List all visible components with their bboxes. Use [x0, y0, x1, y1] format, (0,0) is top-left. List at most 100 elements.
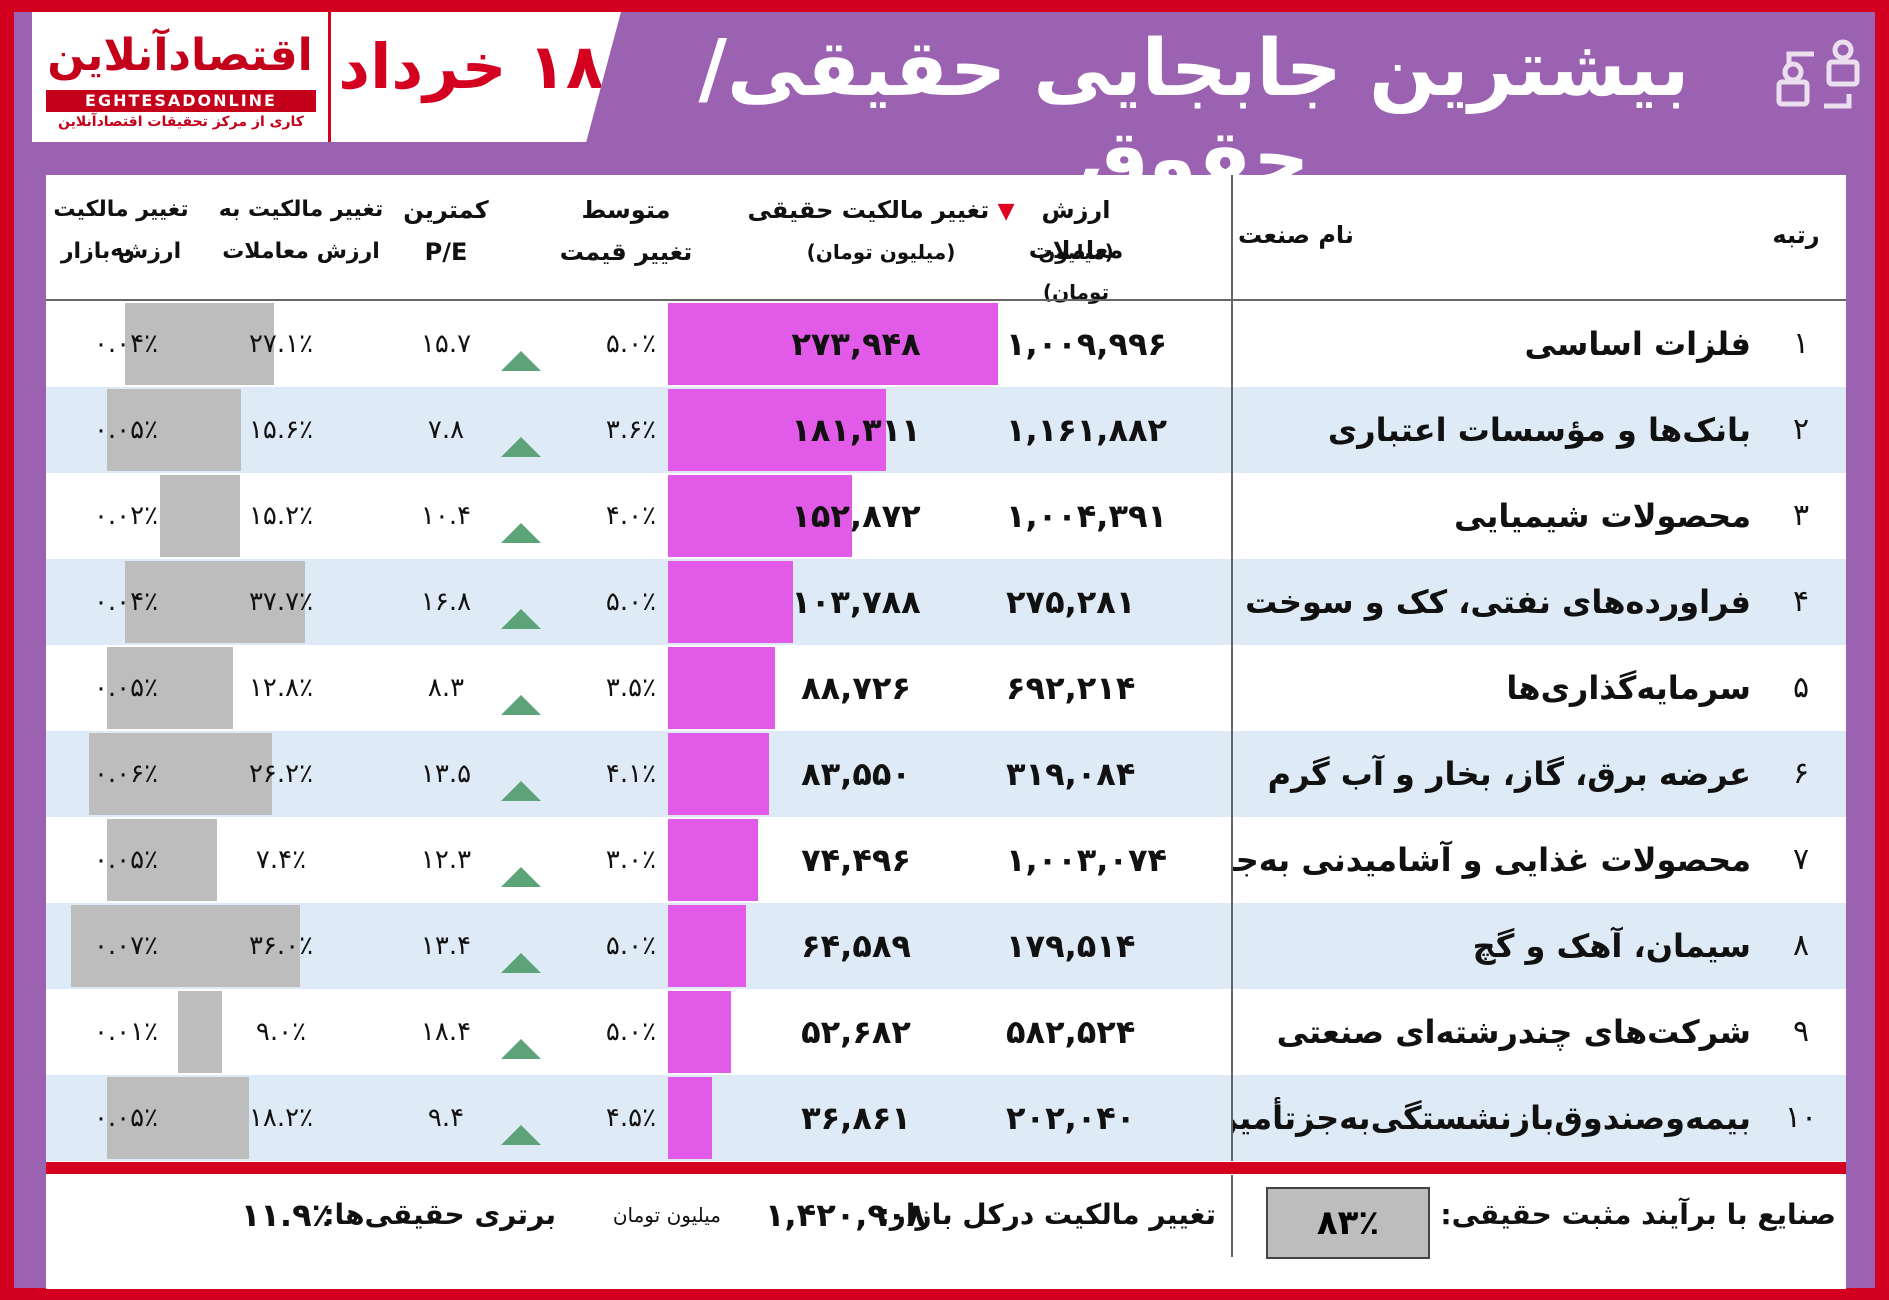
real-change-bar [668, 561, 793, 643]
row-rank: ۷ [1792, 842, 1810, 877]
col-own-market: تغییر مالکیت به [53, 197, 189, 262]
own-trade-bar [196, 1077, 249, 1159]
real-change-bar [668, 905, 746, 987]
col-avg-price: متوسط [581, 196, 671, 224]
row-own-market: ۰.۰۴٪ [93, 587, 159, 617]
row-pe: ۱۳.۴ [420, 931, 472, 961]
own-market-bar [107, 389, 196, 471]
own-trade-bar [196, 991, 222, 1073]
row-pe: ۱۰.۴ [420, 501, 472, 531]
row-industry-name: بیمه‌وصندوق‌بازنشستگی‌به‌جزتأمین‌اجتماعی [1231, 1099, 1751, 1137]
row-price-change: ۵.۰٪ [605, 329, 657, 359]
own-market-bar [89, 733, 196, 815]
table-row: ۱۰ بیمه‌وصندوق‌بازنشستگی‌به‌جزتأمین‌اجتم… [46, 1075, 1846, 1161]
row-industry-name: بانک‌ها و مؤسسات اعتباری [1327, 411, 1751, 449]
row-price-change: ۵.۰٪ [605, 1017, 657, 1047]
row-own-market: ۰.۰۵٪ [93, 673, 159, 703]
col-pe: کمترین [403, 196, 489, 224]
superiority-value: ۱۱.۹٪ [240, 1196, 332, 1234]
col-own-trade-2: ارزش معاملات [222, 239, 380, 264]
col-own-trade: تغییر مالکیت به [218, 197, 384, 222]
header-divider [46, 299, 1846, 301]
up-arrow-icon [501, 695, 541, 715]
own-market-bar [178, 991, 196, 1073]
row-real-change: ۱۸۱,۳۱۱ [791, 411, 921, 449]
row-real-change: ۸۸,۷۲۶ [801, 669, 911, 707]
row-pe: ۹.۴ [427, 1103, 465, 1133]
row-own-market: ۰.۰۷٪ [93, 931, 159, 961]
row-price-change: ۳.۶٪ [605, 415, 657, 445]
row-pe: ۱۸.۴ [420, 1017, 472, 1047]
row-price-change: ۳.۵٪ [605, 673, 657, 703]
real-change-bar [668, 303, 998, 385]
row-own-trade: ۹.۰٪ [255, 1017, 307, 1047]
row-trade-value: ۱۷۹,۵۱۴ [1006, 927, 1136, 965]
row-own-trade: ۱۸.۲٪ [248, 1103, 314, 1133]
up-arrow-icon [501, 437, 541, 457]
row-own-trade: ۳۷.۷٪ [248, 587, 314, 617]
row-pe: ۱۵.۷ [420, 329, 472, 359]
up-arrow-icon [501, 609, 541, 629]
row-rank: ۸ [1792, 928, 1810, 963]
row-rank: ۹ [1792, 1014, 1810, 1049]
row-price-change: ۴.۰٪ [605, 501, 657, 531]
date-text: ۱۸ خرداد [338, 30, 604, 103]
up-arrow-icon [501, 351, 541, 371]
table-row: ۴ فراورده‌های نفتی، کک و سوخت هسته‌ای ۲۷… [46, 559, 1846, 645]
real-change-bar [668, 475, 852, 557]
row-industry-name: محصولات غذایی و آشامیدنی به‌جز قند و شکر [1231, 841, 1751, 879]
own-market-bar [107, 1077, 196, 1159]
table-row: ۲ بانک‌ها و مؤسسات اعتباری ۱,۱۶۱,۸۸۲ ۱۸۱… [46, 387, 1846, 473]
table-row: ۳ محصولات شیمیایی ۱,۰۰۴,۳۹۱ ۱۵۲,۸۷۲ ۴.۰٪… [46, 473, 1846, 559]
superiority-label: برتری حقیقی‌ها: [323, 1198, 556, 1231]
logo: اقتصادآنلاین EGHTESADONLINE کاری از مرکز… [32, 12, 331, 142]
row-rank: ۲ [1792, 412, 1810, 447]
row-trade-value: ۲۷۵,۲۸۱ [1006, 583, 1136, 621]
own-market-bar [125, 561, 196, 643]
col-trade-value: ارزش معاملات [1028, 196, 1124, 264]
sort-desc-icon: ▼ [997, 199, 1015, 224]
row-real-change: ۷۴,۴۹۶ [801, 841, 911, 879]
own-trade-bar [196, 905, 300, 987]
row-own-trade: ۳۶.۰٪ [248, 931, 314, 961]
up-arrow-icon [501, 523, 541, 543]
row-own-trade: ۲۶.۲٪ [248, 759, 314, 789]
row-real-change: ۱۵۲,۸۷۲ [791, 497, 921, 535]
footer-vline [1231, 1175, 1233, 1257]
col-name: نام صنعت [1238, 221, 1354, 249]
up-arrow-icon [501, 1039, 541, 1059]
up-arrow-icon [501, 953, 541, 973]
row-rank: ۳ [1792, 498, 1810, 533]
row-rank: ۱۰ [1784, 1100, 1818, 1135]
row-price-change: ۵.۰٪ [605, 587, 657, 617]
own-market-bar [107, 819, 196, 901]
table-row: ۷ محصولات غذایی و آشامیدنی به‌جز قند و ش… [46, 817, 1846, 903]
row-industry-name: شرکت‌های چندرشته‌ای صنعتی [1276, 1013, 1751, 1051]
real-change-bar [668, 819, 758, 901]
real-change-bar [668, 1077, 712, 1159]
row-price-change: ۳.۰٪ [605, 845, 657, 875]
col-own-market-2: ارزش بازار [60, 239, 182, 264]
row-real-change: ۱۰۳,۷۸۸ [791, 583, 921, 621]
data-table: رتبه نام صنعت ارزش معاملات (میلیون تومان… [46, 175, 1846, 1289]
row-industry-name: محصولات شیمیایی [1453, 497, 1751, 535]
row-own-market: ۰.۰۵٪ [93, 415, 159, 445]
row-real-change: ۵۲,۶۸۲ [801, 1013, 911, 1051]
row-price-change: ۵.۰٪ [605, 931, 657, 961]
row-trade-value: ۲۰۲,۰۴۰ [1006, 1099, 1136, 1137]
row-rank: ۴ [1792, 584, 1810, 619]
col-real-change: ▼ تغییر مالکیت حقیقی [747, 196, 1015, 224]
row-own-trade: ۱۵.۲٪ [248, 501, 314, 531]
row-own-market: ۰.۰۵٪ [93, 1103, 159, 1133]
table-row: ۹ شرکت‌های چندرشته‌ای صنعتی ۵۸۲,۵۲۴ ۵۲,۶… [46, 989, 1846, 1075]
row-own-market: ۰.۰۱٪ [93, 1017, 159, 1047]
positive-label: صنایع با برآیند مثبت حقیقی: [1440, 1198, 1836, 1231]
table-row: ۶ عرضه برق، گاز، بخار و آب گرم ۳۱۹,۰۸۴ ۸… [46, 731, 1846, 817]
own-market-bar [107, 647, 196, 729]
own-trade-bar [196, 819, 217, 901]
row-real-change: ۶۴,۵۸۹ [801, 927, 911, 965]
row-pe: ۷.۸ [427, 415, 465, 445]
own-trade-bar [196, 475, 240, 557]
total-value: ۱,۴۲۰,۹۰۸ [764, 1196, 926, 1234]
footer-divider [46, 1162, 1846, 1174]
